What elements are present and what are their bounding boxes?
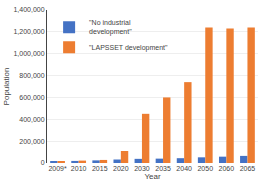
svg-text:1,000,000: 1,000,000 [13, 50, 44, 57]
svg-text:2010: 2010 [71, 165, 87, 172]
svg-text:400,000: 400,000 [19, 116, 44, 123]
svg-text:0: 0 [41, 159, 45, 166]
svg-text:200,000: 200,000 [19, 138, 44, 145]
svg-text:2030: 2030 [134, 165, 150, 172]
svg-text:2015: 2015 [92, 165, 108, 172]
svg-text:Population: Population [2, 68, 11, 106]
svg-text:600,000: 600,000 [19, 94, 44, 101]
svg-text:1,400,000: 1,400,000 [13, 6, 44, 13]
svg-text:"LAPSSET development": "LAPSSET development" [89, 44, 168, 52]
svg-text:2009*: 2009* [48, 165, 67, 172]
svg-text:2020: 2020 [113, 165, 129, 172]
svg-text:1,200,000: 1,200,000 [13, 28, 44, 35]
svg-text:2040: 2040 [176, 165, 192, 172]
svg-text:Year: Year [144, 172, 161, 181]
svg-text:2065: 2065 [240, 165, 256, 172]
svg-text:2035: 2035 [155, 165, 171, 172]
svg-text:"No industrialdevelopment": "No industrialdevelopment" [89, 19, 132, 36]
svg-text:800,000: 800,000 [19, 72, 44, 79]
svg-text:2060: 2060 [219, 165, 235, 172]
svg-text:2050: 2050 [197, 165, 213, 172]
